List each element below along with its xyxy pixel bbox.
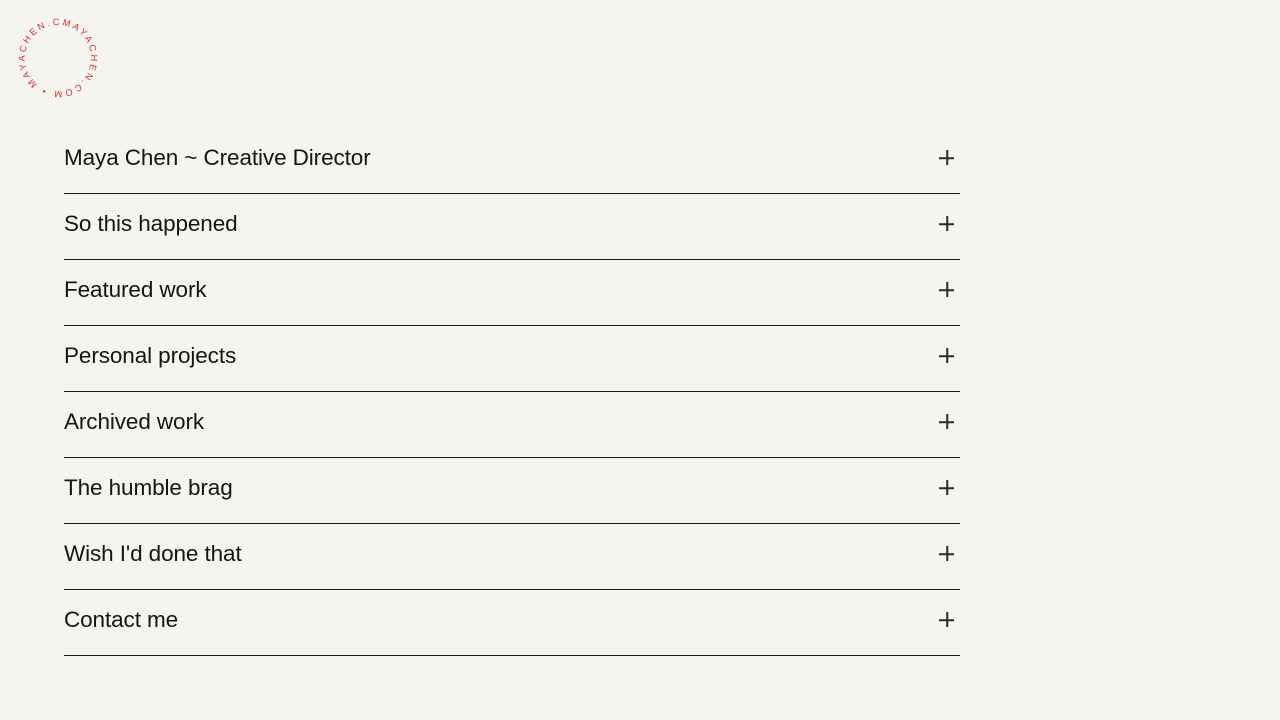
accordion-item-featured-work[interactable]: Featured work [64, 260, 960, 326]
mayachen-circular-logo-icon: MAYACHEN.COM • MAYACHEN.COM • [12, 12, 99, 99]
accordion-item-the-humble-brag[interactable]: The humble brag [64, 458, 960, 524]
plus-icon[interactable] [939, 348, 955, 364]
accordion-item-so-this-happened[interactable]: So this happened [64, 194, 960, 260]
accordion-item-label: Archived work [64, 408, 204, 434]
accordion-list: Maya Chen ~ Creative Director So this ha… [64, 128, 960, 656]
accordion-item-archived-work[interactable]: Archived work [64, 392, 960, 458]
accordion-item-label: Wish I'd done that [64, 540, 242, 566]
plus-icon[interactable] [939, 414, 955, 430]
accordion-item-label: Contact me [64, 606, 179, 632]
plus-icon[interactable] [939, 282, 955, 298]
accordion-item-wish-id-done-that[interactable]: Wish I'd done that [64, 524, 960, 590]
accordion-item-label: Maya Chen ~ Creative Director [64, 144, 371, 170]
plus-icon[interactable] [939, 480, 955, 496]
accordion-item-label: So this happened [64, 210, 238, 236]
accordion-item-maya-chen-creative-director[interactable]: Maya Chen ~ Creative Director [64, 128, 960, 194]
logo-circular-text: MAYACHEN.COM • MAYACHEN.COM • [12, 12, 99, 99]
logo-textpath: MAYACHEN.COM • MAYACHEN.COM • [12, 12, 97, 99]
accordion-item-contact-me[interactable]: Contact me [64, 590, 960, 656]
plus-icon[interactable] [939, 546, 955, 562]
plus-icon[interactable] [939, 612, 955, 628]
accordion-item-label: The humble brag [64, 474, 233, 500]
accordion-item-label: Featured work [64, 276, 207, 302]
accordion-item-label: Personal projects [64, 342, 237, 368]
plus-icon[interactable] [939, 150, 955, 166]
site-logo[interactable]: MAYACHEN.COM • MAYACHEN.COM • [12, 12, 104, 104]
plus-icon[interactable] [939, 216, 955, 232]
accordion-item-personal-projects[interactable]: Personal projects [64, 326, 960, 392]
